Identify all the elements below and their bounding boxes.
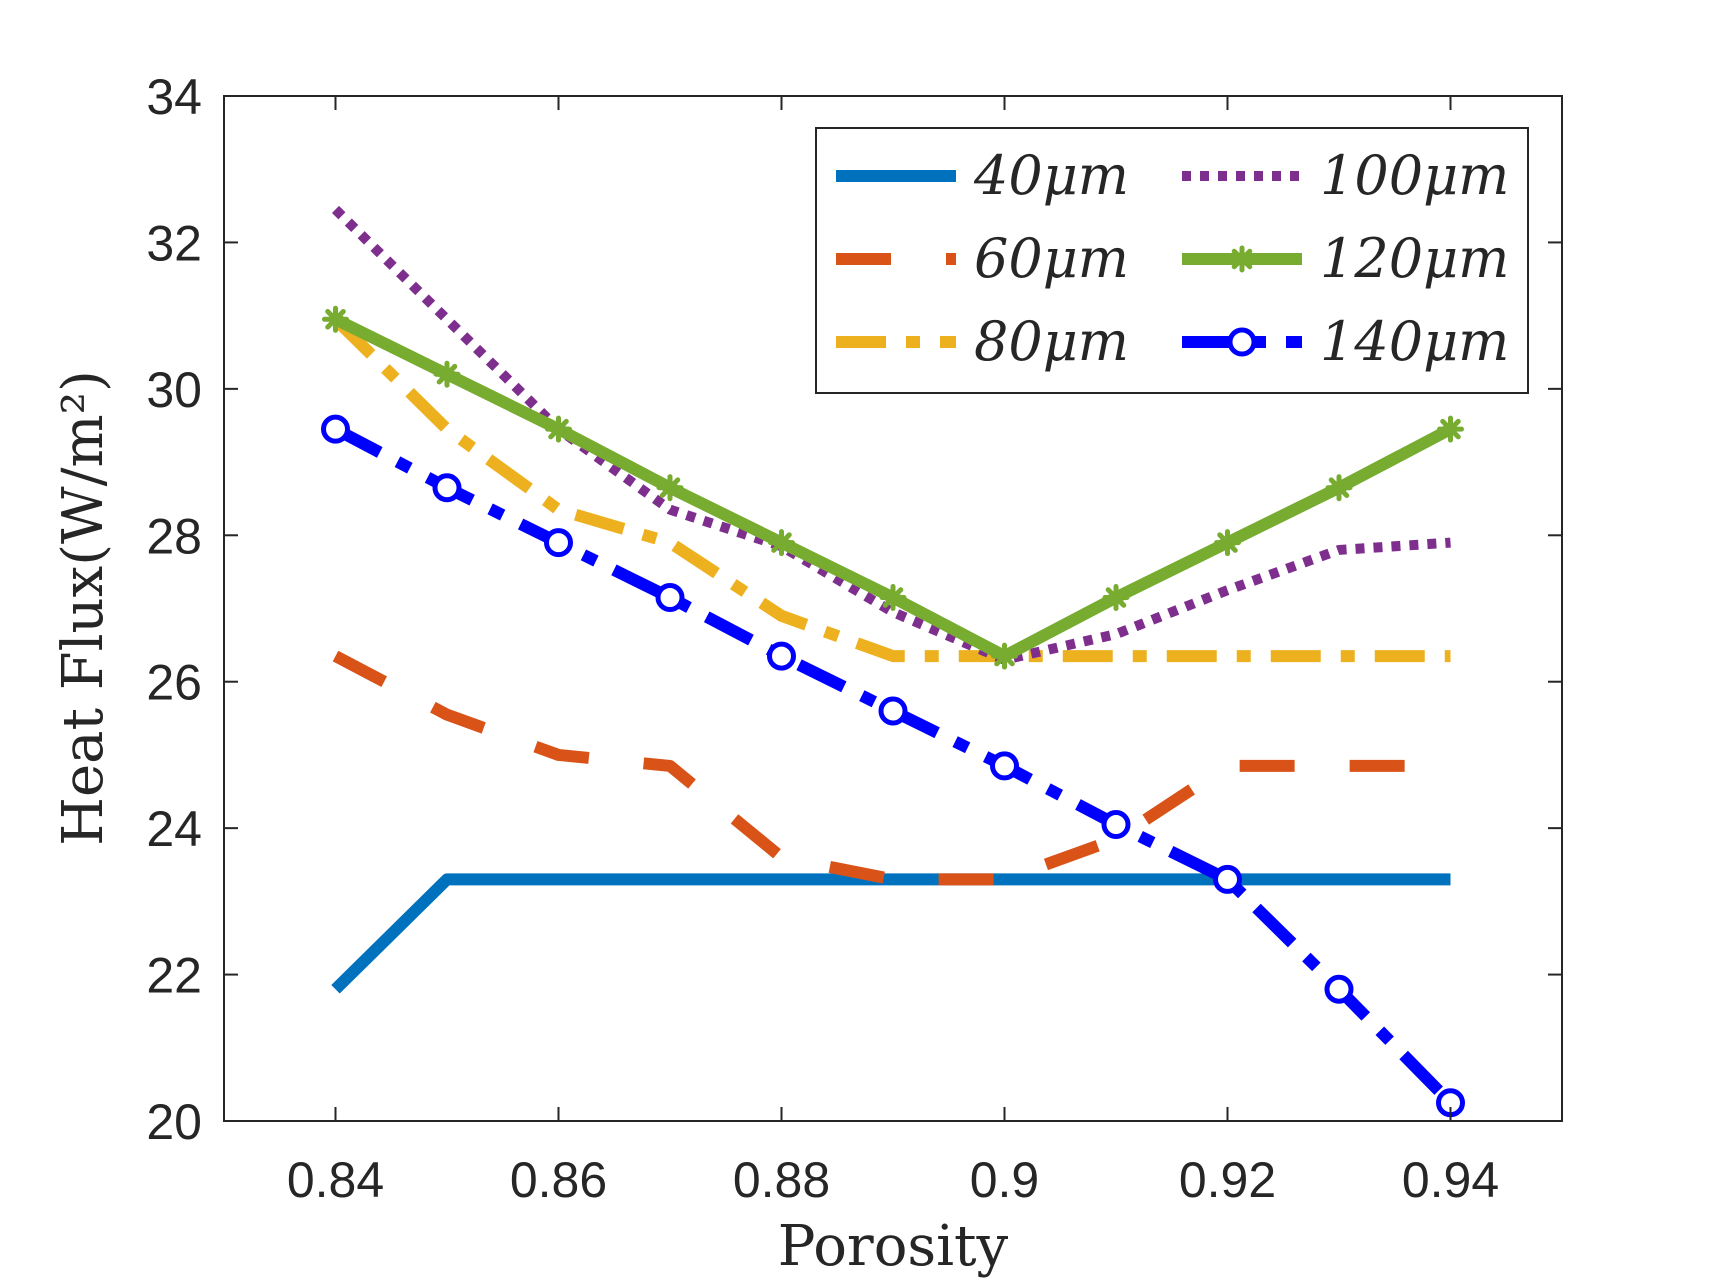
y-tick-label: 30: [146, 362, 202, 418]
x-tick-label: 0.9: [970, 1152, 1040, 1208]
plot-frame: [223, 95, 1563, 1122]
x-axis-label: Porosity: [778, 1214, 1009, 1279]
data-point: [878, 696, 908, 726]
legend-label: 120μm: [1320, 227, 1509, 290]
series-line: [332, 650, 1451, 886]
legend-item: 40μm: [836, 144, 1129, 207]
star-marker-stroke: [1217, 532, 1238, 553]
data-point: [1325, 474, 1353, 502]
star-marker-stroke: [1440, 418, 1461, 440]
data-point: [1213, 864, 1242, 894]
x-tick-label: 0.86: [510, 1152, 607, 1208]
legend-marker: [1227, 327, 1257, 357]
star-marker-stroke: [325, 309, 346, 330]
x-tick-label: 0.92: [1179, 1152, 1276, 1208]
data-point: [991, 642, 1018, 670]
data-point: [1437, 415, 1464, 443]
data-point: [1214, 529, 1241, 557]
series-5: [322, 305, 1464, 670]
legend: 40μm 60μm 80μm 100μm 120μm 140μm: [815, 127, 1529, 394]
star-marker-stroke: [548, 418, 569, 440]
series-line: [331, 315, 1451, 663]
series-line: [331, 205, 1451, 665]
y-tick-label: 28: [146, 508, 202, 564]
legend-item: 140μm: [1182, 310, 1509, 373]
data-point: [432, 473, 462, 503]
y-tick-label: 34: [146, 69, 202, 125]
star-marker-stroke: [771, 532, 792, 553]
data-point: [879, 584, 907, 612]
data-point: [767, 641, 796, 671]
data-point: [990, 751, 1019, 781]
data-point: [433, 360, 461, 388]
legend-item: 80μm: [836, 310, 1129, 373]
series-1: [331, 873, 1451, 994]
data-point: [544, 528, 573, 558]
data-point: [656, 474, 684, 502]
tick-labels: 0.84 0.86 0.88 0.9 0.92 0.94 20 22 24 26 28 30 32 34: [146, 69, 1499, 1208]
legend-label: 60μm: [974, 227, 1129, 290]
y-tick-label: 26: [146, 655, 202, 711]
data-point: [545, 415, 572, 443]
legend-items: 40μm 60μm 80μm 100μm 120μm 140μm: [836, 144, 1509, 373]
series-layer: [321, 205, 1465, 1118]
series-line: [331, 873, 1451, 994]
y-tick-label: 22: [146, 948, 202, 1004]
legend-item: 120μm: [1182, 227, 1509, 290]
data-point: [321, 414, 350, 444]
series-4: [331, 205, 1451, 665]
y-tick-label: 24: [146, 801, 202, 857]
legend-item: 100μm: [1182, 144, 1509, 207]
y-axis-label: Heat Flux(W/m²): [51, 370, 116, 846]
y-tick-label: 32: [146, 215, 202, 271]
x-tick-label: 0.94: [1402, 1152, 1499, 1208]
x-tick-label: 0.88: [733, 1152, 830, 1208]
ticks-layer: [224, 95, 1562, 1122]
data-point: [768, 529, 795, 557]
star-marker-stroke: [1328, 477, 1350, 498]
legend-label: 100μm: [1320, 144, 1509, 207]
star-marker-stroke: [1105, 587, 1127, 608]
legend-label: 40μm: [973, 144, 1129, 207]
data-point: [1324, 974, 1354, 1004]
y-tick-label: 20: [146, 1094, 202, 1150]
data-point: [1101, 809, 1131, 839]
star-marker-stroke: [882, 587, 904, 608]
star-marker-stroke: [436, 363, 458, 385]
star-marker-stroke: [659, 477, 681, 498]
series-3: [331, 315, 1451, 663]
legend-item: 60μm: [836, 227, 1129, 290]
star-marker-stroke: [994, 645, 1015, 667]
data-point: [322, 305, 349, 333]
series-2: [332, 650, 1451, 886]
legend-label: 80μm: [974, 310, 1129, 373]
legend-label: 140μm: [1320, 310, 1509, 373]
data-point: [655, 583, 685, 613]
data-point: [1102, 584, 1130, 612]
star-marker-stroke: [1231, 248, 1253, 270]
x-tick-label: 0.84: [287, 1152, 384, 1208]
